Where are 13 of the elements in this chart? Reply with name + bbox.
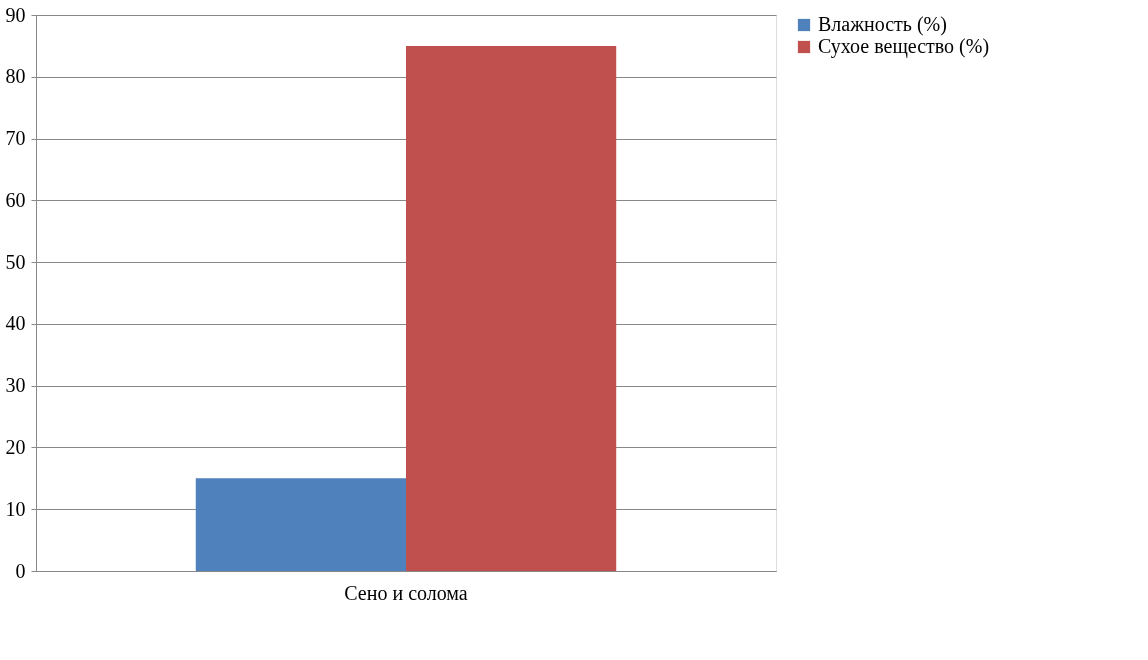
legend-label: Сухое вещество (%) bbox=[818, 35, 990, 58]
y-tick-label: 80 bbox=[5, 65, 26, 88]
y-tick-label: 50 bbox=[5, 250, 26, 273]
y-tick-label: 10 bbox=[5, 497, 26, 520]
y-tick-label: 90 bbox=[5, 3, 26, 26]
y-tick-label: 20 bbox=[5, 435, 26, 458]
y-tick-label: 60 bbox=[5, 188, 26, 211]
y-tick-label: 30 bbox=[5, 374, 26, 397]
x-tick-label: Сено и солома bbox=[344, 581, 468, 604]
y-tick-label: 40 bbox=[5, 312, 26, 335]
y-tick-label: 0 bbox=[15, 559, 26, 582]
y-tick-label: 70 bbox=[5, 127, 26, 150]
legend-label: Влажность (%) bbox=[818, 13, 947, 36]
